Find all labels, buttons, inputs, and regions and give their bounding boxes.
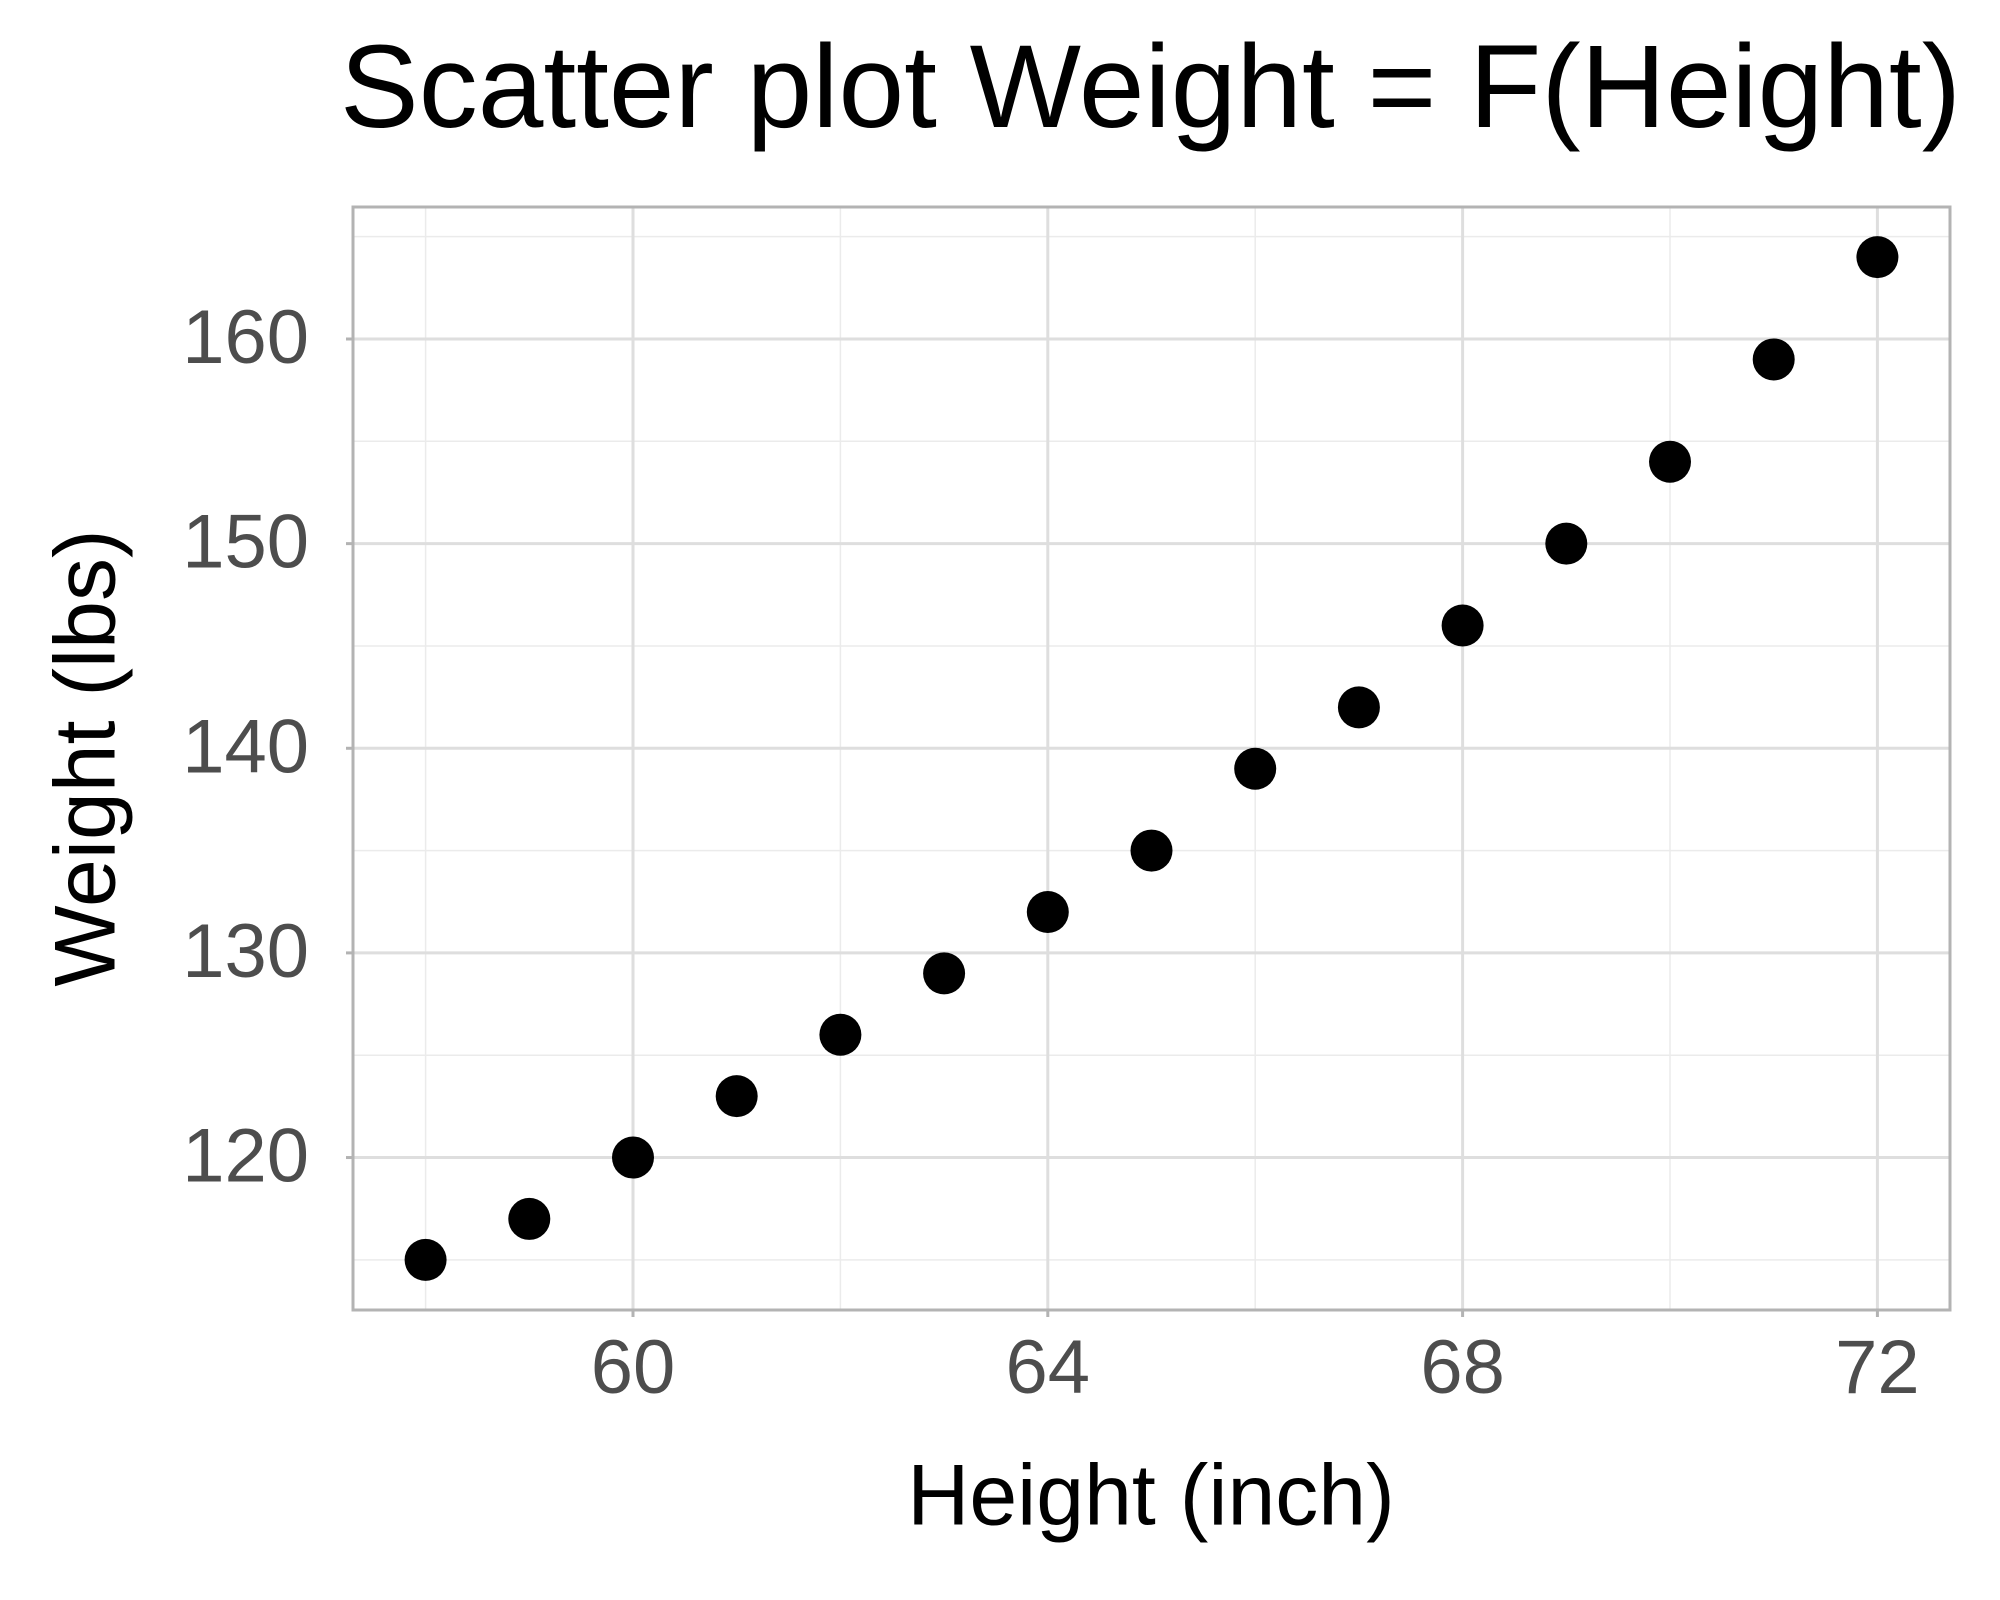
point bbox=[1856, 236, 1899, 279]
x-axis-title: Height (inch) bbox=[907, 1448, 1395, 1544]
y-tick-label: 130 bbox=[182, 909, 309, 994]
point bbox=[611, 1136, 654, 1179]
point bbox=[1649, 440, 1692, 483]
chart-title: Scatter plot Weight = F(Height) bbox=[340, 21, 1961, 153]
point bbox=[1545, 522, 1588, 565]
y-tick-label: 120 bbox=[182, 1114, 309, 1199]
point bbox=[404, 1238, 447, 1281]
y-tick-label: 140 bbox=[182, 704, 309, 789]
point bbox=[1026, 890, 1069, 933]
y-axis-title: Weight (lbs) bbox=[38, 529, 134, 986]
x-tick-label: 60 bbox=[591, 1325, 676, 1410]
panel-border bbox=[351, 205, 1952, 1312]
x-tick-label: 72 bbox=[1835, 1325, 1920, 1410]
x-tick-label: 64 bbox=[1006, 1325, 1091, 1410]
point bbox=[923, 952, 966, 995]
point bbox=[508, 1197, 551, 1240]
point bbox=[1337, 686, 1380, 729]
point bbox=[715, 1075, 758, 1118]
point bbox=[1441, 604, 1484, 647]
y-tick-label: 160 bbox=[182, 295, 309, 380]
point bbox=[819, 1013, 862, 1056]
point bbox=[1234, 747, 1277, 790]
y-tick-label: 150 bbox=[182, 500, 309, 585]
x-tick-label: 68 bbox=[1420, 1325, 1505, 1410]
point bbox=[1130, 829, 1173, 872]
point bbox=[1752, 338, 1795, 381]
